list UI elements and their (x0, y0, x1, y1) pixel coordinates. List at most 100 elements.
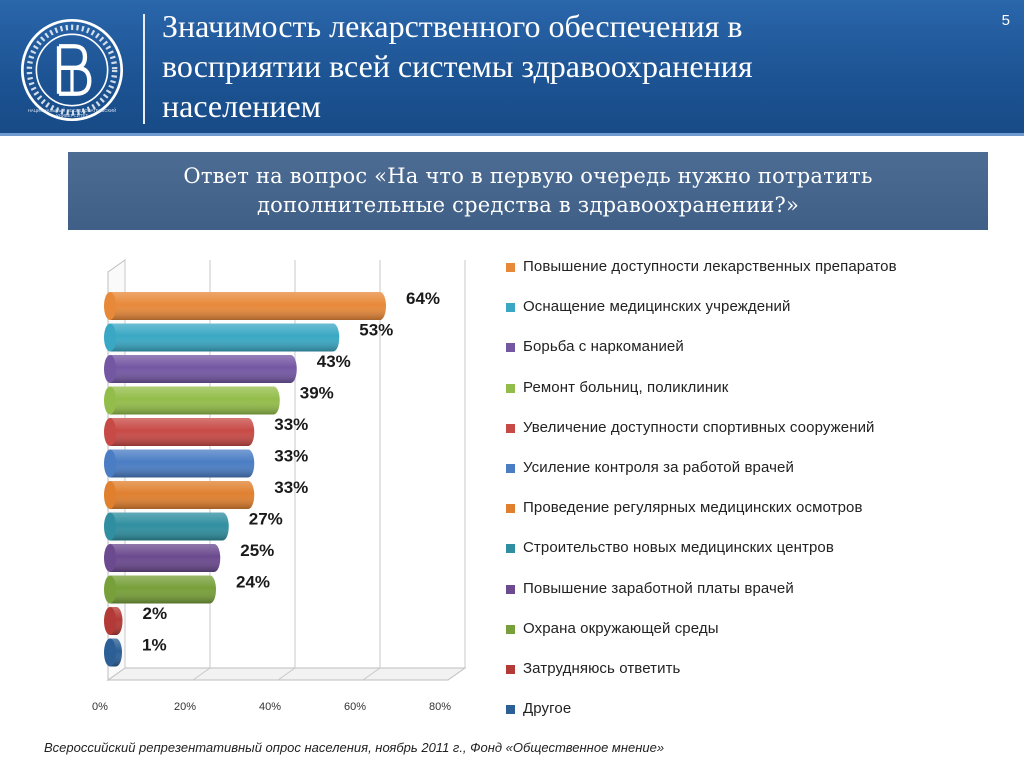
bar-cap-shading (204, 575, 216, 604)
data-label: 33% (274, 478, 308, 497)
data-label: 43% (317, 352, 351, 371)
data-label: 39% (300, 384, 334, 403)
legend-label: Усиление контроля за работой врачей (523, 458, 794, 476)
bar-start-cap (104, 575, 116, 604)
bar-cap-shading (374, 292, 386, 320)
legend-item: Проведение регулярных медицинских осмотр… (506, 499, 1016, 539)
data-label: 64% (406, 289, 440, 308)
legend-swatch (506, 303, 515, 313)
gridline-floor (277, 667, 296, 681)
bar-start-cap (104, 292, 116, 320)
question-line-2: дополнительные средства в здравоохранени… (256, 193, 799, 217)
data-label: 24% (236, 573, 270, 592)
bar (104, 323, 340, 352)
bar (104, 481, 255, 509)
bar-shading (110, 292, 380, 320)
gridline-floor (362, 667, 381, 681)
x-tick-label: 20% (174, 701, 196, 713)
legend-item: Повышение доступности лекарственных преп… (506, 258, 1016, 298)
bar (104, 512, 229, 541)
legend-item: Усиление контроля за работой врачей (506, 459, 1016, 499)
legend-item: Охрана окружающей среды (506, 620, 1016, 660)
gridline-floor (192, 667, 211, 681)
bar-cap-shading (242, 481, 255, 509)
legend-label: Оснащение медицинских учреждений (523, 298, 791, 316)
legend-item: Строительство новых медицинских центров (506, 539, 1016, 579)
legend-item: Увеличение доступности спортивных сооруж… (506, 419, 1016, 459)
bar-shading (110, 512, 223, 541)
legend-item: Борьба с наркоманией (506, 338, 1016, 378)
bar-cap-shading (242, 418, 255, 446)
legend-label: Другое (523, 700, 572, 718)
bar-start-cap (104, 638, 116, 667)
bar-cap-shading (267, 386, 280, 415)
bar (104, 292, 386, 320)
chart-legend: Повышение доступности лекарственных преп… (506, 258, 1016, 740)
legend-swatch (506, 664, 515, 674)
header-separator (143, 14, 145, 124)
bar (104, 607, 123, 635)
x-tick-label: 0% (92, 701, 108, 713)
legend-label: Повышение доступности лекарственных преп… (523, 258, 897, 275)
legend-swatch (506, 423, 515, 433)
slide-number: 5 (1001, 12, 1010, 29)
bar (104, 355, 297, 383)
bar (104, 418, 255, 446)
slide-title: Значимость лекарственного обеспечения в … (162, 8, 753, 124)
legend-swatch (506, 383, 515, 393)
bar-start-cap (104, 449, 116, 478)
legend-label: Ремонт больниц, поликлиник (523, 378, 729, 396)
gridline-floor (107, 667, 126, 681)
legend-label: Строительство новых медицинских центров (523, 539, 834, 557)
legend-swatch (506, 584, 515, 594)
question-line-1: Ответ на вопрос «На что в первую очередь… (183, 164, 873, 188)
bar (104, 575, 216, 604)
bar (104, 544, 221, 572)
bar-shading (110, 449, 249, 478)
data-label: 33% (274, 447, 308, 466)
bar-cap-shading (216, 512, 229, 541)
bar (104, 449, 255, 478)
legend-swatch (506, 263, 515, 272)
bar-shading (110, 418, 249, 446)
bar-chart: 64% 53% 43% 39% 33% 33% 33% 27% 25% 24% 2% 1% 0% 20%… (92, 259, 467, 713)
legend-item: Оснащение медицинских учреждений (506, 298, 1016, 338)
bar-cap-shading (284, 355, 297, 383)
data-label: 33% (274, 415, 308, 434)
legend-swatch (506, 343, 515, 353)
bar (104, 638, 122, 667)
legend-label: Затрудняюсь ответить (523, 659, 681, 677)
legend-label: Охрана окружающей среды (523, 619, 719, 637)
legend-label: Повышение заработной платы врачей (523, 579, 794, 597)
bar (104, 386, 280, 415)
legend-swatch (506, 624, 515, 634)
legend-swatch (506, 463, 515, 473)
data-label: 1% (142, 636, 167, 655)
legend-swatch (506, 544, 515, 554)
data-label: 25% (240, 541, 274, 560)
bar-cap-shading (208, 544, 221, 572)
university-logo-icon (20, 18, 124, 122)
bar-shading (110, 575, 210, 604)
bar-start-cap (104, 544, 116, 572)
data-label: 2% (143, 604, 168, 623)
bar-shading (110, 355, 291, 383)
data-label: 27% (249, 510, 283, 529)
legend-item: Ремонт больниц, поликлиник (506, 379, 1016, 419)
question-banner: Ответ на вопрос «На что в первую очередь… (68, 152, 988, 230)
legend-item: Другое (506, 700, 1016, 740)
legend-item: Повышение заработной платы врачей (506, 580, 1016, 620)
source-note: Всероссийский репрезентативный опрос нас… (44, 740, 665, 755)
legend-label: Проведение регулярных медицинских осмотр… (523, 499, 863, 517)
x-tick-label: 40% (259, 701, 281, 713)
bar-start-cap (104, 481, 116, 509)
bar-cap-shading (242, 449, 255, 478)
legend-swatch (506, 504, 515, 514)
legend-label: Борьба с наркоманией (523, 338, 684, 356)
gridline-floor (447, 667, 466, 681)
legend-swatch (506, 705, 515, 715)
data-label: 53% (359, 321, 393, 340)
bar-shading (110, 481, 249, 509)
x-tick-label: 80% (429, 701, 451, 713)
bar-shading (110, 386, 274, 415)
